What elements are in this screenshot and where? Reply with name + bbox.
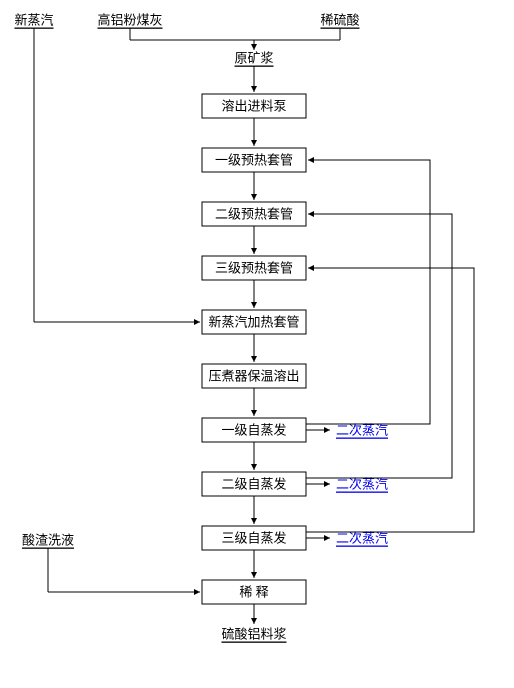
node-label-pre3: 三级预热套管 xyxy=(215,261,293,276)
feedback-loop-3 xyxy=(306,268,474,532)
node-label-pre2: 二级预热套管 xyxy=(215,207,293,222)
secondary-steam-label-3: 二次蒸汽 xyxy=(336,531,388,546)
secondary-steam-label-2: 二次蒸汽 xyxy=(336,477,388,492)
node-label-digester: 压煮器保温溶出 xyxy=(208,369,299,384)
input-label-acid: 稀硫酸 xyxy=(320,13,359,28)
node-label-pump: 溶出进料泵 xyxy=(221,99,286,114)
input-label-ash: 高铝粉煤灰 xyxy=(97,13,162,28)
input-label-wash: 酸渣洗液 xyxy=(22,533,74,548)
node-label-flash3: 三级自蒸发 xyxy=(221,531,286,546)
node-label-pre1: 一级预热套管 xyxy=(215,153,293,168)
output-label: 硫酸铝料浆 xyxy=(221,627,286,642)
node-label-heater: 新蒸汽加热套管 xyxy=(208,315,299,330)
node-label-dilute: 稀 释 xyxy=(239,585,268,600)
node-label-flash1: 一级自蒸发 xyxy=(221,423,286,438)
raw-slurry-label: 原矿浆 xyxy=(234,51,273,66)
feedback-loop-1 xyxy=(306,160,430,424)
flowchart-canvas: 新蒸汽 高铝粉煤灰 稀硫酸原矿浆溶出进料泵一级预热套管二级预热套管三级预热套管新蒸汽… xyxy=(0,0,514,688)
node-label-flash2: 二级自蒸发 xyxy=(221,477,286,492)
secondary-steam-label-1: 二次蒸汽 xyxy=(336,423,388,438)
input-label-steam: 新蒸汽 xyxy=(14,13,53,28)
